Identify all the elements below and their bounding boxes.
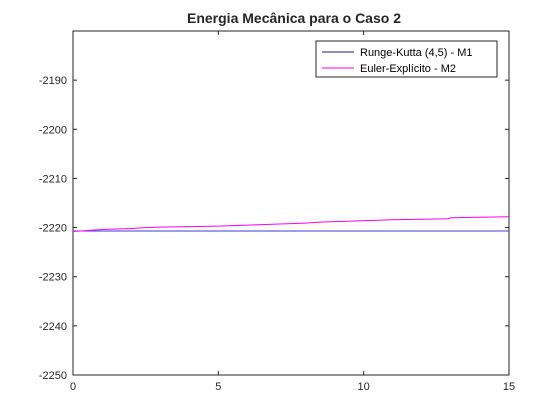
y-tick-label: -2190 (39, 75, 67, 87)
x-tick-label: 10 (358, 381, 370, 393)
series-line-2 (72, 216, 510, 232)
y-tick-label: -2200 (39, 124, 67, 136)
legend-label-1: Runge-Kutta (4,5) - M1 (360, 47, 473, 59)
x-tick-label: 0 (70, 381, 76, 393)
x-tick-label: 5 (215, 381, 221, 393)
y-tick-label: -2220 (39, 223, 67, 235)
plot-area (72, 30, 510, 376)
chart-title: Energia Mecânica para o Caso 2 (187, 10, 401, 26)
legend[interactable]: Runge-Kutta (4,5) - M1 Euler-Explícito - … (315, 40, 498, 78)
y-tick-label: -2210 (39, 173, 67, 185)
x-tick-label: 15 (503, 381, 515, 393)
y-tick-label: -2240 (39, 321, 67, 333)
y-tick-label: -2230 (39, 272, 67, 284)
y-tick-label: -2250 (39, 370, 67, 382)
series-layer (72, 216, 510, 232)
legend-box (315, 40, 498, 78)
legend-label-2: Euler-Explícito - M2 (360, 63, 456, 75)
tick-layer: 0 5 10 15 -2250 -2240 -2230 -2220 -2210 -2200 -219… (39, 31, 515, 393)
